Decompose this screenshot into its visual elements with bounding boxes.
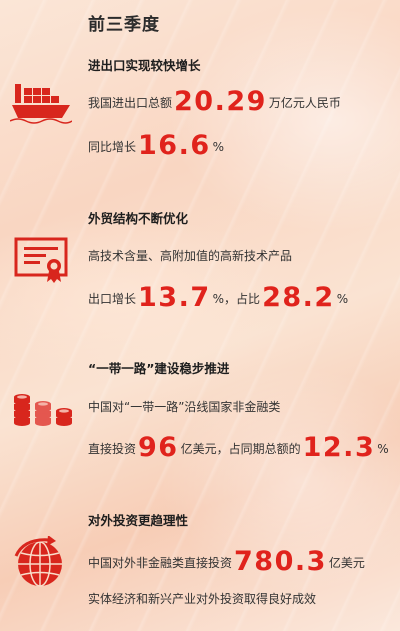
export-growth-line: 出口增长13.7 %，占比28.2% — [88, 282, 348, 313]
investment-value: 96 — [138, 432, 179, 463]
outbound-suffix: 亿美元 — [328, 556, 365, 570]
trade-total-suffix: 万亿元人民币 — [268, 96, 341, 110]
trade-growth-line: 同比增长16.6% — [88, 130, 224, 161]
outbound-prefix: 中国对外非金融类直接投资 — [88, 556, 233, 570]
trade-total-value: 20.29 — [174, 86, 267, 117]
belt-road-line: 中国对“一带一路”沿线国家非金融类 — [88, 400, 281, 414]
investment-share-value: 12.3 — [302, 432, 376, 463]
section-title: 进出口实现较快增长 — [88, 58, 201, 73]
belt-road-investment-line: 直接投资96 亿美元，占同期总额的12.3% — [88, 432, 389, 463]
trade-growth-value: 16.6 — [138, 130, 211, 161]
export-growth-unit: % — [212, 292, 225, 306]
export-share-unit: % — [336, 292, 349, 306]
export-growth-prefix: 出口增长 — [88, 292, 137, 306]
trade-total-prefix: 我国进出口总额 — [88, 96, 173, 110]
investment-prefix: 直接投资 — [88, 442, 137, 456]
investment-share-unit: % — [377, 442, 389, 456]
coin-stacks-icon — [10, 388, 76, 436]
outbound-result-line: 实体经济和新兴产业对外投资取得良好成效 — [88, 592, 317, 606]
outbound-value: 780.3 — [234, 546, 327, 577]
globe-arrow-icon — [10, 535, 70, 594]
section-title: 对外投资更趋理性 — [88, 513, 189, 528]
section-title: “一带一路”建设稳步推进 — [88, 361, 230, 376]
certificate-icon — [10, 237, 72, 287]
investment-mid: 亿美元，占同期总额的 — [180, 442, 301, 456]
section-title: 外贸结构不断优化 — [88, 211, 189, 226]
hightech-line: 高技术含量、高附加值的高新技术产品 — [88, 249, 293, 263]
trade-growth-unit: % — [212, 140, 225, 154]
export-growth-value: 13.7 — [138, 282, 211, 313]
cargo-ship-icon — [9, 82, 73, 128]
outbound-line: 中国对外非金融类直接投资780.3 亿美元 — [88, 546, 365, 577]
page-title: 前三季度 — [88, 15, 160, 35]
export-share-value: 28.2 — [262, 282, 335, 313]
export-share-mid: ，占比 — [224, 292, 261, 306]
trade-total-line: 我国进出口总额20.29 万亿元人民币 — [88, 86, 341, 117]
trade-growth-prefix: 同比增长 — [88, 140, 137, 154]
